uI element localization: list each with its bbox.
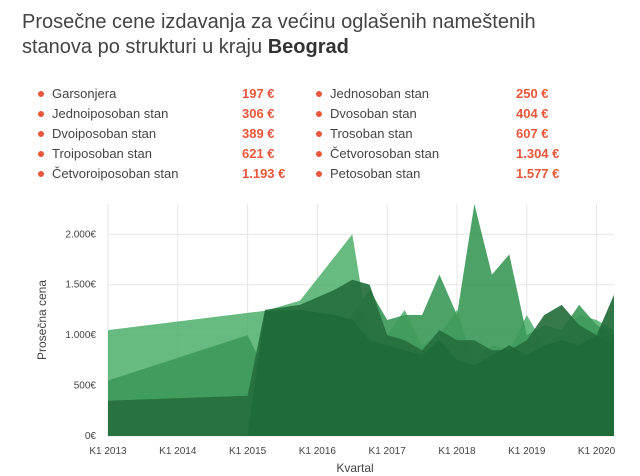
- apartment-price: 197 €: [242, 86, 275, 101]
- x-tick-label: K1 2020: [578, 446, 616, 457]
- price-row: Petosoban stan 1.577 €: [316, 164, 586, 184]
- area-series-4: [108, 294, 614, 436]
- price-row: Dvosoban stan 404 €: [316, 104, 586, 124]
- apartment-price: 1.304 €: [516, 146, 560, 161]
- title-city: Beograd: [267, 36, 349, 58]
- price-row: Trosoban stan 607 €: [316, 124, 586, 144]
- chart-areas: [108, 204, 614, 436]
- y-tick-label: 2.000€: [65, 229, 96, 240]
- apartment-price: 607 €: [516, 126, 549, 141]
- price-row: Jednosoban stan 250 €: [316, 84, 586, 104]
- x-tick-label: K1 2013: [89, 446, 127, 457]
- bullet-icon: [316, 91, 322, 97]
- apartment-type: Garsonjera: [52, 86, 117, 101]
- bullet-icon: [316, 171, 322, 177]
- y-tick-label: 0€: [85, 431, 97, 442]
- x-tick-label: K1 2014: [159, 446, 197, 457]
- price-row: Četvoroiposoban stan 1.193 €: [38, 164, 308, 184]
- bullet-icon: [38, 151, 44, 157]
- apartment-price: 1.577 €: [516, 166, 560, 181]
- bullet-icon: [316, 111, 322, 117]
- apartment-price: 404 €: [516, 106, 549, 121]
- x-tick-label: K1 2019: [508, 446, 546, 457]
- y-axis-label: Prosečna cena: [35, 280, 49, 360]
- price-area-chart: 0€500€1.000€1.500€2.000€ K1 2013 K1 2014 K…: [35, 204, 616, 475]
- price-row: Garsonjera 197 €: [38, 84, 308, 104]
- title-line-1: Prosečne cene izdavanja za većinu oglaše…: [22, 11, 536, 33]
- price-column-left: Garsonjera 197 € Jednoiposoban stan 306 € …: [38, 84, 308, 184]
- chart-title: Prosečne cene izdavanja za većinu oglaše…: [22, 10, 622, 60]
- apartment-type: Četvoroiposoban stan: [52, 166, 179, 181]
- apartment-type: Četvorosoban stan: [330, 146, 440, 161]
- y-tick-label: 1.500€: [65, 280, 96, 291]
- apartment-type: Petosoban stan: [330, 166, 421, 181]
- x-tick-label: K1 2016: [299, 446, 337, 457]
- apartment-price: 1.193 €: [242, 166, 286, 181]
- title-line-2-prefix: stanova po strukturi u kraju: [22, 36, 263, 58]
- apartment-type: Troiposoban stan: [52, 146, 152, 161]
- apartment-price: 389 €: [242, 126, 275, 141]
- price-row: Troiposoban stan 621 €: [38, 144, 308, 164]
- price-row: Četvorosoban stan 1.304 €: [316, 144, 586, 164]
- x-tick-label: K1 2015: [229, 446, 267, 457]
- bullet-icon: [316, 131, 322, 137]
- apartment-type: Jednosoban stan: [330, 86, 430, 101]
- y-tick-label: 500€: [74, 381, 97, 392]
- apartment-price: 621 €: [242, 146, 275, 161]
- x-axis-label: Kvartal: [336, 461, 373, 475]
- y-axis-ticks: 0€ 500€ 1.000€ 1.500€ 2.000€: [65, 229, 96, 442]
- y-tick-label: 1.000€: [65, 330, 96, 341]
- x-tick-label: K1 2017: [369, 446, 407, 457]
- title-line-2: stanova po strukturi u kraju Beograd: [22, 35, 622, 60]
- price-row: Jednoiposoban stan 306 €: [38, 104, 308, 124]
- price-column-right: Jednosoban stan 250 € Dvosoban stan 404 € …: [316, 84, 586, 184]
- bullet-icon: [38, 171, 44, 177]
- price-row: Dvoiposoban stan 389 €: [38, 124, 308, 144]
- x-axis-ticks: K1 2013 K1 2014 K1 2015 K1 2016 K1 2017 K1 20…: [89, 446, 615, 457]
- bullet-icon: [38, 91, 44, 97]
- bullet-icon: [38, 111, 44, 117]
- apartment-type: Dvoiposoban stan: [52, 126, 157, 141]
- apartment-type: Trosoban stan: [330, 126, 413, 141]
- apartment-price: 250 €: [516, 86, 549, 101]
- apartment-type: Jednoiposoban stan: [52, 106, 169, 121]
- bullet-icon: [38, 131, 44, 137]
- bullet-icon: [316, 151, 322, 157]
- apartment-type: Dvosoban stan: [330, 106, 417, 121]
- x-tick-label: K1 2018: [438, 446, 476, 457]
- apartment-price: 306 €: [242, 106, 275, 121]
